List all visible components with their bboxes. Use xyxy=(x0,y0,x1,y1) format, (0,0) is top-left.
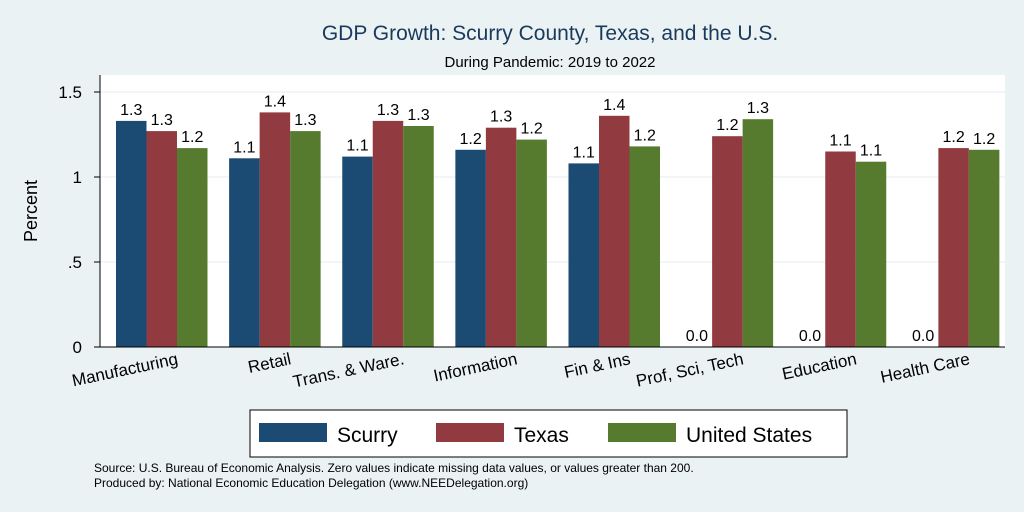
bar-value-label: 1.2 xyxy=(521,121,543,138)
y-tick-label: 1.5 xyxy=(58,83,82,102)
legend-swatch xyxy=(259,423,327,442)
bar-value-label: 1.2 xyxy=(634,127,656,144)
legend-swatch xyxy=(436,423,504,442)
bar xyxy=(968,149,1000,347)
bar xyxy=(516,139,547,347)
bar xyxy=(342,156,373,347)
bar-value-label: 1.2 xyxy=(716,117,738,134)
bar-value-label: 1.1 xyxy=(860,143,882,160)
x-tick-label: Trans. & Ware. xyxy=(291,349,406,391)
y-tick-label: .5 xyxy=(68,253,82,272)
x-tick-label: Manufacturing xyxy=(70,349,179,390)
x-tick-label: Prof, Sci, Tech xyxy=(634,349,745,390)
bar xyxy=(146,131,177,347)
bar xyxy=(825,151,856,347)
bar-value-label: 1.3 xyxy=(747,100,769,117)
bar-value-label: 1.2 xyxy=(460,131,482,148)
bar-value-label: 1.3 xyxy=(151,112,173,129)
x-tick-label: Health Care xyxy=(879,349,972,386)
source-note: Source: U.S. Bureau of Economic Analysis… xyxy=(94,461,694,475)
bar-value-label: 1.4 xyxy=(264,93,286,110)
legend-swatch xyxy=(608,423,676,442)
bar xyxy=(599,115,630,347)
y-tick-label: 1 xyxy=(73,168,82,187)
legend: Scurry Texas United States xyxy=(249,409,848,458)
bar xyxy=(403,126,434,347)
x-tick-label: Fin & Ins xyxy=(563,349,633,382)
bar xyxy=(290,131,321,347)
bar xyxy=(259,112,291,348)
legend-box xyxy=(249,409,848,458)
bar xyxy=(629,146,660,347)
bar-value-label: 1.1 xyxy=(346,138,368,155)
bar xyxy=(116,120,147,348)
bar xyxy=(938,148,969,347)
bar xyxy=(742,119,774,347)
bar xyxy=(712,136,743,347)
x-tick-label: Retail xyxy=(246,349,292,377)
chart-title: GDP Growth: Scurry County, Texas, and th… xyxy=(322,22,778,45)
bar-value-label: 1.1 xyxy=(573,144,595,161)
y-tick-label: 0 xyxy=(73,338,82,357)
bar xyxy=(455,149,486,347)
bar xyxy=(372,120,404,348)
y-axis: 0 .5 1 1.5 xyxy=(58,75,101,357)
bar-value-label: 0.0 xyxy=(799,328,821,345)
bar-value-label: 1.3 xyxy=(407,107,429,124)
legend-label: Texas xyxy=(514,424,569,447)
bar-value-label: 1.3 xyxy=(377,102,399,119)
bar-value-label: 1.2 xyxy=(943,129,965,146)
bar-value-label: 1.2 xyxy=(973,131,995,148)
bar xyxy=(229,158,260,347)
bar-value-label: 1.4 xyxy=(603,97,625,114)
bar xyxy=(568,163,599,347)
x-tick-label: Information xyxy=(432,349,519,385)
bar-value-label: 1.3 xyxy=(490,109,512,126)
legend-label: United States xyxy=(686,424,812,447)
y-axis-label: Percent xyxy=(21,180,41,242)
bar xyxy=(855,161,887,347)
bar-value-label: 0.0 xyxy=(912,328,934,345)
bar-value-label: 1.3 xyxy=(294,112,316,129)
bar xyxy=(485,127,517,347)
x-tick-label: Education xyxy=(780,349,858,383)
bar-value-label: 1.1 xyxy=(233,139,255,156)
bar xyxy=(177,148,208,347)
bars: 1.3 1.3 1.2 1.1 1.4 1.3 1.1 1.3 1.3 1.2 1.3 1.2 1.1 1… xyxy=(116,93,1000,348)
bar-value-label: 1.1 xyxy=(829,133,851,150)
chart-subtitle: During Pandemic: 2019 to 2022 xyxy=(445,54,656,71)
legend-label: Scurry xyxy=(337,424,398,447)
producer-note: Produced by: National Economic Education… xyxy=(94,476,528,490)
bar-value-label: 1.2 xyxy=(181,129,203,146)
bar-value-label: 1.3 xyxy=(120,102,142,119)
bar-value-label: 0.0 xyxy=(686,328,708,345)
